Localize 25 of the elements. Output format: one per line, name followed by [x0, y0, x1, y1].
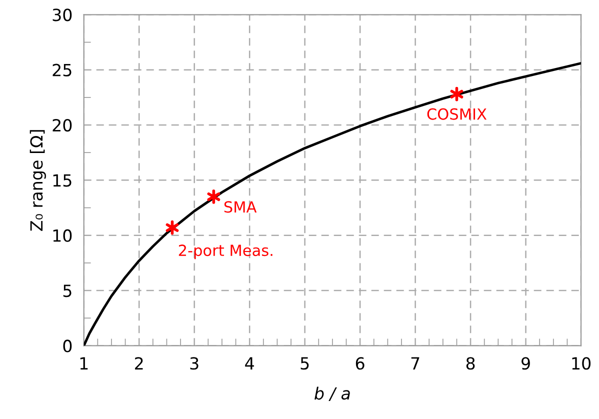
y-tick-label: 25 [52, 64, 72, 76]
y-tick-label: 5 [63, 284, 72, 298]
x-tick-label: 1 [80, 357, 88, 370]
x-tick-label: 6 [356, 357, 364, 370]
x-axis-title: b / a [314, 386, 350, 402]
x-tick-label: 8 [466, 357, 475, 370]
point [450, 86, 464, 102]
y-tick-label: 10 [53, 229, 72, 242]
x-tick-label: 10 [572, 357, 591, 370]
y-tick-label: 0 [63, 340, 72, 352]
x-tick-label: 3 [190, 357, 198, 370]
x-tick-label: 9 [522, 357, 530, 370]
x-tick-label: 7 [411, 357, 420, 370]
point [207, 190, 220, 204]
annotation: COSMIX [427, 108, 487, 120]
annotation: 2-port Meas. [178, 244, 272, 260]
x-tick-label: 5 [300, 357, 309, 370]
point [166, 220, 179, 235]
y-tick-label: 20 [52, 118, 72, 132]
y-axis-title: Z₀ range [Ω] [30, 130, 46, 231]
annotation: SMA [224, 201, 257, 213]
x-tick-label: 2 [135, 357, 143, 370]
x-tick-label: 4 [245, 357, 254, 370]
y-tick-label: 15 [53, 174, 72, 187]
y-tick-label: 30 [52, 8, 72, 22]
